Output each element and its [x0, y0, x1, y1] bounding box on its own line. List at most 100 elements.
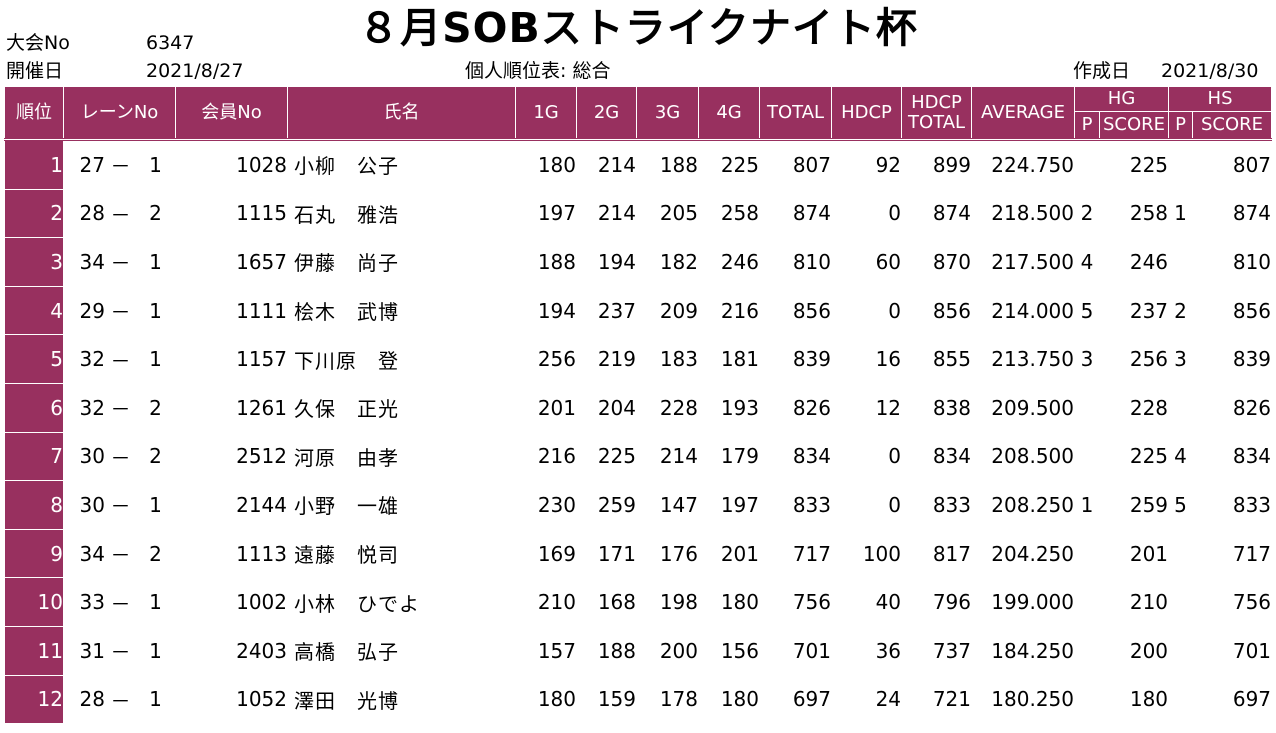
g4-cell: 179 [698, 431, 761, 482]
g4-cell: 180 [698, 674, 761, 725]
hdcp-total-cell: 817 [901, 528, 973, 579]
hdcp-total-cell: 796 [901, 577, 973, 627]
lane-cell: 34 [63, 237, 106, 287]
g3-cell: 214 [636, 431, 700, 482]
rank-cell: 1 [4, 138, 64, 190]
hs-score-cell: 717 [1192, 528, 1273, 579]
g1-cell: 194 [515, 285, 578, 336]
lane-dash: － [105, 480, 136, 530]
event-date: 2021/8/27 [146, 60, 244, 82]
average-cell: 224.750 [971, 138, 1076, 190]
results-table: 順位 レーンNo 会員No 氏名 1G 2G 3G 4G TOTAL HDCP … [4, 86, 1273, 725]
seat-cell: 2 [134, 188, 177, 239]
table-row: 2 28 － 2 1115 石丸 雅浩 197 214 205 258 874 … [4, 188, 1273, 239]
hg-score-cell: 225 [1099, 431, 1170, 482]
lane-cell: 29 [63, 285, 106, 336]
hs-score-cell: 856 [1192, 285, 1273, 336]
hg-score-cell: 228 [1099, 382, 1170, 433]
name-cell: 河原 由孝 [287, 431, 517, 482]
col-lane: レーンNo [62, 86, 177, 140]
g4-cell: 180 [698, 577, 761, 627]
g3-cell: 198 [636, 577, 700, 627]
average-cell: 214.000 [971, 285, 1076, 336]
seat-cell: 2 [134, 382, 177, 433]
table-row: 4 29 － 1 1111 桧木 武博 194 237 209 216 856 … [4, 285, 1273, 336]
g1-cell: 210 [515, 577, 578, 627]
seat-cell: 1 [134, 285, 177, 336]
col-hg-score: SCORE [1099, 111, 1170, 140]
g3-cell: 205 [636, 188, 700, 239]
lane-cell: 30 [63, 480, 106, 530]
rank-cell: 3 [4, 237, 64, 287]
hdcp-cell: 24 [831, 674, 903, 725]
lane-dash: － [105, 138, 136, 190]
col-hs-p: P [1168, 111, 1194, 140]
hs-score-cell: 834 [1192, 431, 1273, 482]
hg-score-cell: 256 [1099, 334, 1170, 384]
hs-p-cell: 2 [1168, 285, 1194, 336]
total-cell: 810 [759, 237, 833, 287]
hg-p-cell [1074, 625, 1101, 676]
table-row: 11 31 － 1 2403 高橋 弘子 157 188 200 156 701… [4, 625, 1273, 676]
g2-cell: 225 [576, 431, 638, 482]
member-cell: 1052 [175, 674, 289, 725]
hdcp-total-cell: 899 [901, 138, 973, 190]
col-hdcp-total-line1: HDCP [911, 91, 962, 113]
name-cell: 小野 一雄 [287, 480, 517, 530]
lane-dash: － [105, 528, 136, 579]
average-cell: 209.500 [971, 382, 1076, 433]
total-cell: 826 [759, 382, 833, 433]
g1-cell: 157 [515, 625, 578, 676]
hdcp-total-cell: 838 [901, 382, 973, 433]
g4-cell: 197 [698, 480, 761, 530]
average-cell: 208.500 [971, 431, 1076, 482]
col-hs: HS [1168, 86, 1273, 112]
total-cell: 874 [759, 188, 833, 239]
lane-cell: 34 [63, 528, 106, 579]
hs-p-cell [1168, 138, 1194, 190]
hdcp-cell: 100 [831, 528, 903, 579]
hdcp-cell: 12 [831, 382, 903, 433]
hs-p-cell [1168, 528, 1194, 579]
member-cell: 1115 [175, 188, 289, 239]
rank-cell: 10 [4, 577, 64, 627]
hg-score-cell: 180 [1099, 674, 1170, 725]
col-hdcp-total-line2: TOTAL [907, 111, 966, 133]
col-4g: 4G [698, 86, 761, 140]
lane-cell: 32 [63, 334, 106, 384]
member-cell: 2403 [175, 625, 289, 676]
hs-p-cell [1168, 674, 1194, 725]
hdcp-total-cell: 737 [901, 625, 973, 676]
g1-cell: 197 [515, 188, 578, 239]
hg-p-cell [1074, 528, 1101, 579]
col-rank: 順位 [4, 86, 64, 140]
g4-cell: 216 [698, 285, 761, 336]
rank-cell: 6 [4, 382, 64, 433]
rank-cell: 9 [4, 528, 64, 579]
hg-p-cell [1074, 138, 1101, 190]
g4-cell: 181 [698, 334, 761, 384]
average-cell: 199.000 [971, 577, 1076, 627]
col-hg: HG [1074, 86, 1170, 112]
g4-cell: 246 [698, 237, 761, 287]
hs-p-cell [1168, 237, 1194, 287]
name-cell: 小柳 公子 [287, 138, 517, 190]
name-cell: 下川原 登 [287, 334, 517, 384]
g4-cell: 225 [698, 138, 761, 190]
col-hs-score: SCORE [1192, 111, 1273, 140]
table-row: 8 30 － 1 2144 小野 一雄 230 259 147 197 833 … [4, 480, 1273, 530]
lane-cell: 27 [63, 138, 106, 190]
name-cell: 小林 ひでよ [287, 577, 517, 627]
g1-cell: 169 [515, 528, 578, 579]
lane-dash: － [105, 674, 136, 725]
name-cell: 高橋 弘子 [287, 625, 517, 676]
table-row: 5 32 － 1 1157 下川原 登 256 219 183 181 839 … [4, 334, 1273, 384]
col-1g: 1G [515, 86, 578, 140]
hdcp-total-cell: 834 [901, 431, 973, 482]
average-cell: 204.250 [971, 528, 1076, 579]
hs-p-cell [1168, 625, 1194, 676]
g1-cell: 256 [515, 334, 578, 384]
hdcp-cell: 60 [831, 237, 903, 287]
rank-cell: 5 [4, 334, 64, 384]
hg-p-cell [1074, 382, 1101, 433]
